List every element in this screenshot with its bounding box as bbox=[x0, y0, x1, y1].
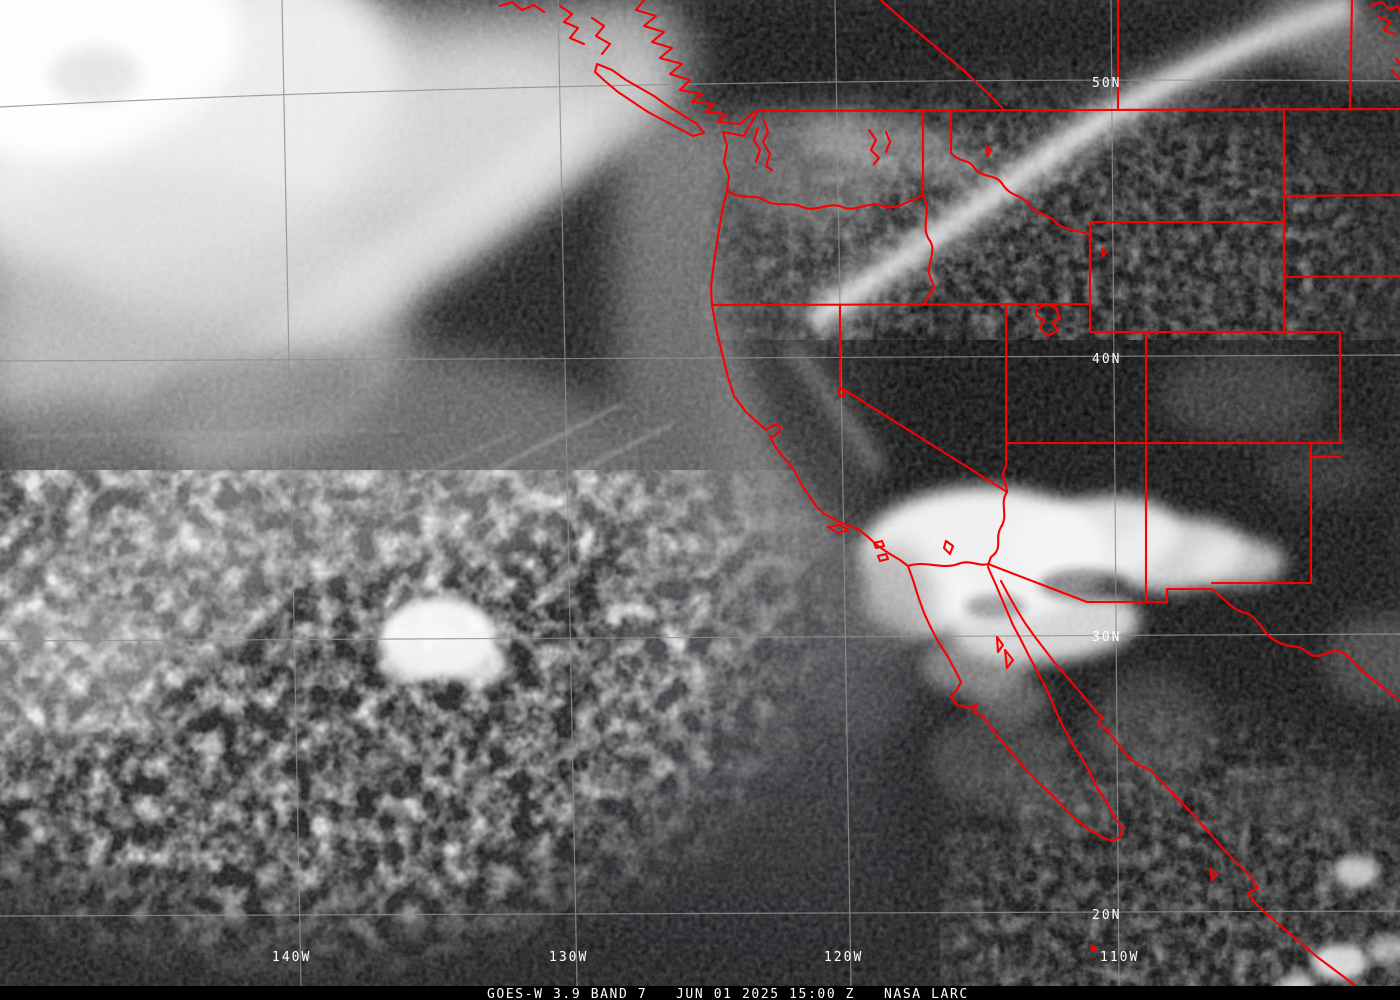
gridline-lat-40n bbox=[0, 354, 1400, 362]
political-borders bbox=[710, 0, 1400, 703]
lon-label-130w: 130W bbox=[549, 950, 588, 965]
gridline-lon-140w bbox=[281, 0, 302, 987]
lon-label-120w: 120W bbox=[824, 950, 863, 965]
gridline-lat-30n bbox=[0, 633, 1400, 642]
lakes bbox=[836, 0, 1400, 556]
lon-label-140w: 140W bbox=[272, 950, 311, 965]
grid-label-group: 50N 40N 30N 20N 140W 130W 120W 110W bbox=[272, 76, 1139, 965]
caption-band-title: GOES-W 3.9 BAND 7 bbox=[487, 987, 647, 1000]
lat-label-40n: 40N bbox=[1092, 352, 1121, 367]
lon-label-110w: 110W bbox=[1100, 950, 1139, 965]
caption-timestamp: JUN 01 2025 15:00 Z bbox=[676, 987, 855, 1000]
map-overlay bbox=[498, 0, 1400, 1000]
gridline-lat-20n bbox=[0, 910, 1400, 917]
caption-bar-background bbox=[0, 986, 1400, 1000]
coastline bbox=[498, 0, 1374, 1000]
gridline-lon-130w bbox=[557, 0, 578, 987]
caption-credit: NASA LARC bbox=[884, 987, 969, 1000]
gridline-lat-50n bbox=[0, 79, 1400, 108]
lat-label-20n: 20N bbox=[1092, 908, 1121, 923]
gridline-lon-120w bbox=[834, 0, 852, 987]
lat-label-30n: 30N bbox=[1092, 630, 1121, 645]
caption-bar: GOES-W 3.9 BAND 7 JUN 01 2025 15:00 Z NA… bbox=[0, 986, 1400, 1000]
lat-label-50n: 50N bbox=[1092, 76, 1121, 91]
